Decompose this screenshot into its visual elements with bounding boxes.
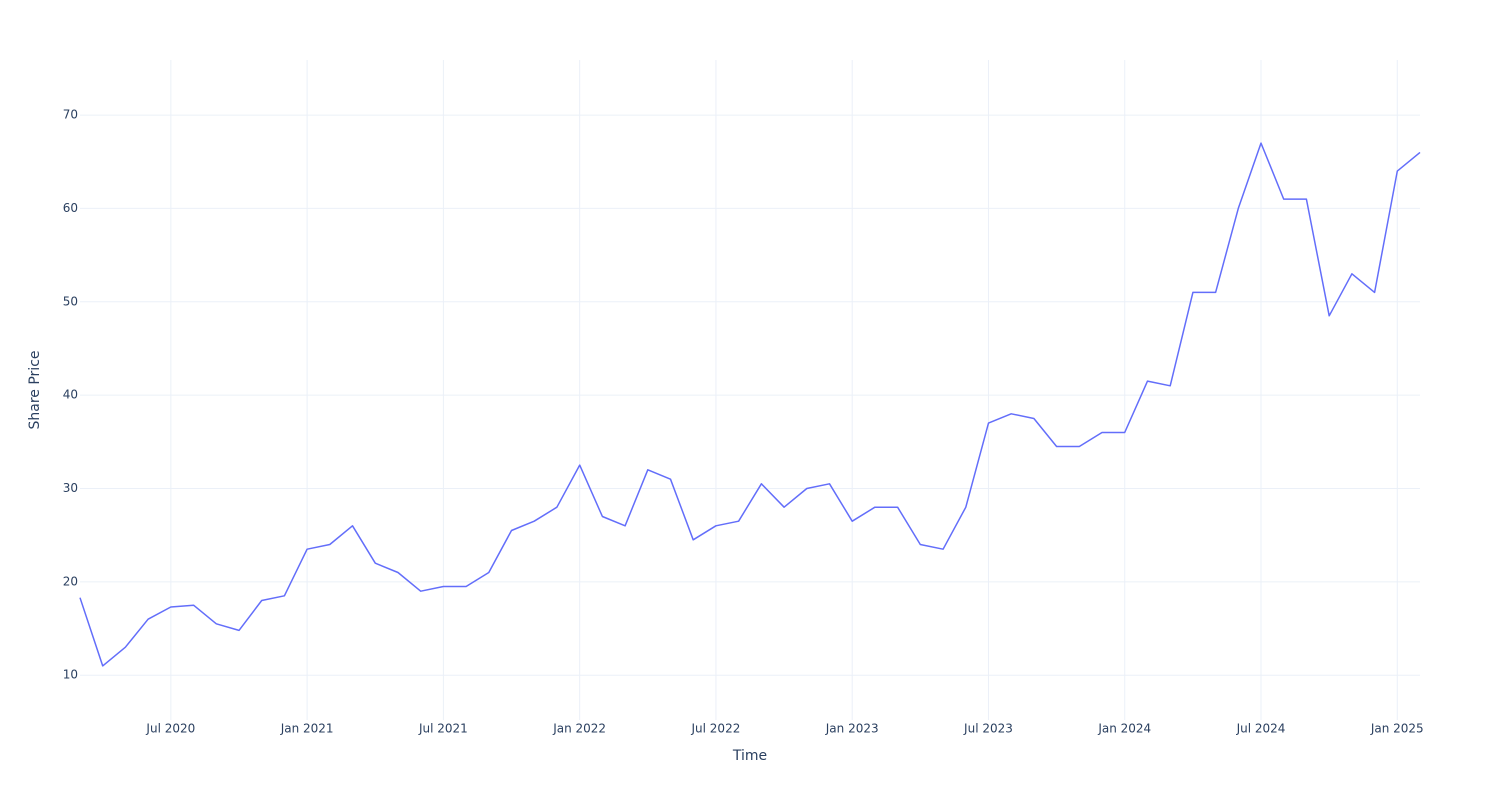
x-tick-label: Jul 2021	[418, 722, 468, 736]
x-tick-label: Jan 2021	[280, 722, 334, 736]
y-tick-label: 60	[63, 201, 78, 215]
x-tick-label: Jan 2024	[1097, 722, 1151, 736]
y-axis-title: Share Price	[27, 350, 43, 429]
y-tick-label: 40	[63, 388, 78, 402]
x-tick-label: Jul 2023	[963, 722, 1013, 736]
y-tick-label: 30	[63, 481, 78, 495]
x-tick-label: Jul 2022	[691, 722, 741, 736]
x-tick-label: Jan 2023	[825, 722, 879, 736]
x-tick-label: Jul 2024	[1236, 722, 1286, 736]
x-axis-title: Time	[732, 748, 767, 764]
price-line	[79, 142, 1421, 667]
y-tick-label: 70	[63, 108, 78, 122]
x-tick-label: Jan 2025	[1370, 722, 1424, 736]
y-tick-label: 10	[63, 668, 78, 682]
x-tick-label: Jul 2020	[145, 722, 195, 736]
y-tick-label: 20	[63, 574, 78, 588]
x-tick-label: Jan 2022	[552, 722, 606, 736]
y-tick-label: 50	[63, 294, 78, 308]
